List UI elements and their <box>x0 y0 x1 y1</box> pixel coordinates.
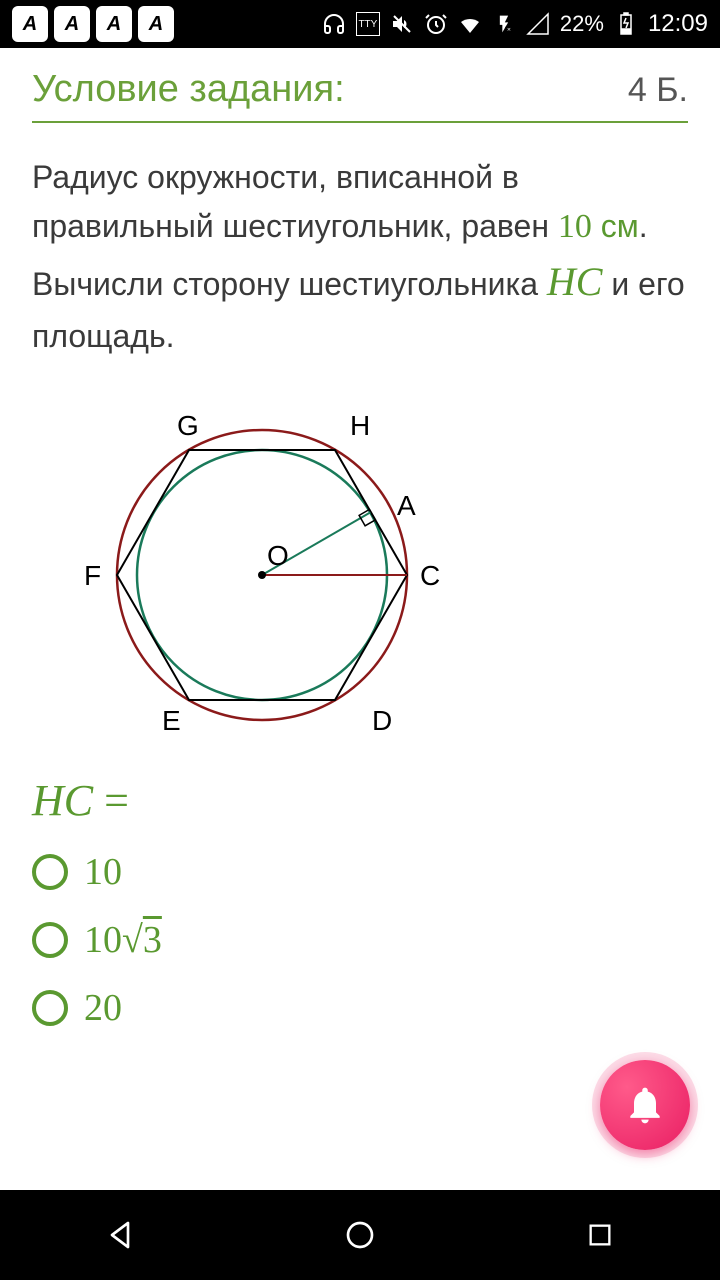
android-nav-bar <box>0 1190 720 1280</box>
svg-text:F: F <box>84 560 101 591</box>
status-left-icons: A A A A <box>12 6 174 42</box>
battery-percent: 22% <box>560 11 604 37</box>
app-notification-icon: A <box>96 6 132 42</box>
option-1-text: 10 <box>84 850 122 894</box>
hexagon-diagram: G H A C D E F O <box>72 390 688 755</box>
problem-statement: Радиус окружности, вписанной в правильны… <box>32 153 688 360</box>
option-2[interactable]: 10√3 <box>32 918 688 962</box>
clock-time: 12:09 <box>648 10 708 38</box>
variable-hc: HC <box>547 259 603 304</box>
radio-icon[interactable] <box>32 922 68 958</box>
home-button[interactable] <box>340 1215 380 1255</box>
equals-sign: = <box>93 776 129 825</box>
page-title: Условие задания: <box>32 68 345 111</box>
app-notification-icon: A <box>138 6 174 42</box>
bell-icon <box>623 1083 667 1127</box>
radio-icon[interactable] <box>32 854 68 890</box>
tty-icon: TTY <box>356 12 380 36</box>
problem-text-1: Радиус окружности, вписанной в правильны… <box>32 159 558 244</box>
points-badge: 4 Б. <box>628 71 688 110</box>
svg-text:E: E <box>162 705 181 736</box>
signal-icon <box>526 12 550 36</box>
svg-text:H: H <box>350 410 370 441</box>
radius-value: 10 <box>558 208 592 245</box>
alarm-icon <box>424 12 448 36</box>
svg-text:D: D <box>372 705 392 736</box>
radius-unit: см <box>592 208 639 244</box>
option-1[interactable]: 10 <box>32 850 688 894</box>
svg-text:G: G <box>177 410 199 441</box>
wifi-icon <box>458 12 482 36</box>
status-bar: A A A A TTY × 22% 12:09 <box>0 0 720 48</box>
main-content: Условие задания: 4 Б. Радиус окружности,… <box>0 48 720 1050</box>
svg-text:×: × <box>507 27 511 34</box>
headphones-icon <box>322 12 346 36</box>
notifications-fab[interactable] <box>600 1060 690 1150</box>
data-icon: × <box>492 12 516 36</box>
svg-text:C: C <box>420 560 440 591</box>
title-row: Условие задания: 4 Б. <box>32 68 688 123</box>
svg-text:A: A <box>397 490 416 521</box>
app-notification-icon: A <box>12 6 48 42</box>
answer-variable-label: HC = <box>32 775 688 826</box>
mute-icon <box>390 12 414 36</box>
option-3[interactable]: 20 <box>32 986 688 1030</box>
svg-text:O: O <box>267 540 289 571</box>
option-2-text: 10√3 <box>84 918 162 962</box>
recent-apps-button[interactable] <box>580 1215 620 1255</box>
option-3-text: 20 <box>84 986 122 1030</box>
app-notification-icon: A <box>54 6 90 42</box>
status-right-icons: TTY × 22% 12:09 <box>322 10 708 38</box>
answer-var-hc: HC <box>32 776 93 825</box>
battery-icon <box>614 12 638 36</box>
back-button[interactable] <box>100 1215 140 1255</box>
radio-icon[interactable] <box>32 990 68 1026</box>
